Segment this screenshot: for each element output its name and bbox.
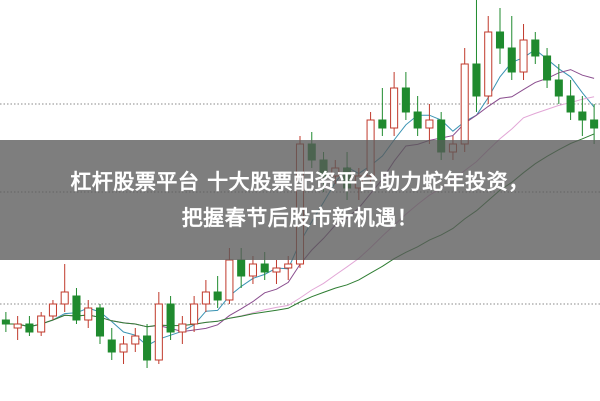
candle-up xyxy=(37,315,46,333)
candle-up xyxy=(272,267,281,273)
candle-down xyxy=(237,259,246,277)
candle-up xyxy=(48,303,57,317)
headline-overlay: 杠杆股票平台 十大股票配资平台助力蛇年投资， 把握春节后股市新机遇！ xyxy=(0,140,600,260)
candle-up xyxy=(131,335,140,345)
candle-up xyxy=(225,259,234,301)
candle-up xyxy=(60,291,69,305)
candle-down xyxy=(578,111,587,121)
candle-up xyxy=(201,291,210,305)
candle-down xyxy=(413,111,422,129)
candle-up xyxy=(84,307,93,321)
candle-down xyxy=(378,119,387,129)
candle-down xyxy=(143,335,152,361)
candle-down xyxy=(590,119,599,129)
candle-up xyxy=(13,323,22,329)
candle-down xyxy=(554,79,563,97)
candle-down xyxy=(72,295,81,321)
headline-line-2: 把握春节后股市新机遇！ xyxy=(181,206,419,230)
candle-up xyxy=(484,31,493,97)
candle-down xyxy=(213,291,222,301)
candle-up xyxy=(190,303,199,325)
candle-up xyxy=(154,303,163,361)
candle-down xyxy=(495,31,505,49)
candle-up xyxy=(519,39,528,73)
candle-down xyxy=(566,95,575,113)
candle-up xyxy=(390,87,399,129)
candle-down xyxy=(166,303,175,333)
candle-up xyxy=(248,263,257,277)
candle-up xyxy=(119,343,128,353)
candle-down xyxy=(543,55,552,81)
candle-down xyxy=(401,87,410,113)
candle-down xyxy=(531,39,540,57)
candle-down xyxy=(25,323,34,333)
candle-up xyxy=(425,119,434,129)
candle-down xyxy=(1,319,10,325)
candle-down xyxy=(507,47,516,73)
candle-up xyxy=(460,63,469,145)
candle-down xyxy=(260,263,269,273)
headline-line-1: 杠杆股票平台 十大股票配资平台助力蛇年投资， xyxy=(70,170,530,194)
candle-up xyxy=(178,323,187,333)
candle-down xyxy=(472,63,481,97)
candle-down xyxy=(95,307,105,337)
candle-down xyxy=(107,339,116,353)
candle-up xyxy=(284,263,293,269)
